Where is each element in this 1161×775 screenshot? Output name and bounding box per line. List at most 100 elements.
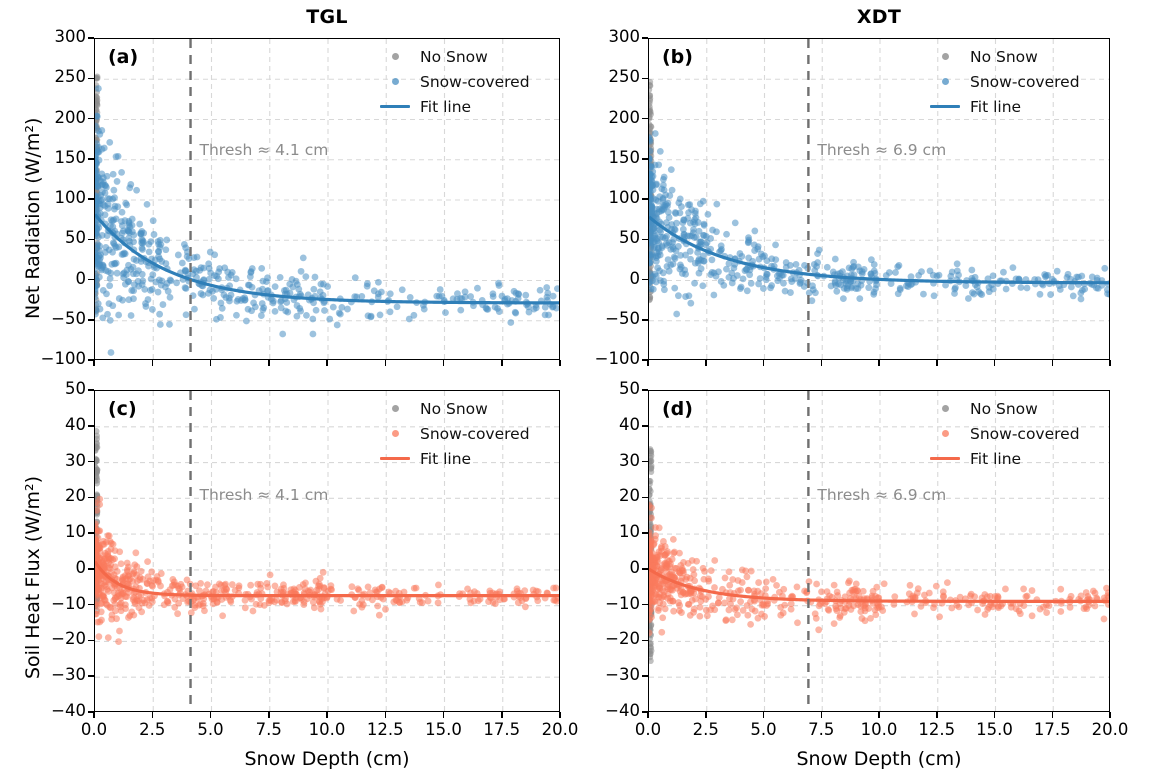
legend-marker-dot [391, 405, 399, 412]
legend-item-fit-line-b[interactable]: Fit line [924, 94, 1080, 119]
y-tick-mark [642, 238, 648, 240]
threshold-annotation-a: Thresh ≈ 4.1 cm [199, 141, 329, 159]
plot-area-d [648, 390, 1110, 712]
x-tick-mark [705, 712, 707, 718]
y-tick-label: 0 [75, 268, 87, 288]
y-tick-label: 30 [619, 450, 640, 470]
x-tick-label: 7.5 [808, 720, 835, 739]
legend-item-no-snow-b[interactable]: No Snow [924, 44, 1080, 69]
plot-area-b [648, 38, 1110, 360]
legend-c: No Snow Snow-covered Fit line [374, 396, 530, 471]
x-tick-mark [559, 360, 561, 366]
legend-label: Snow-covered [420, 72, 530, 91]
y-tick-label: 10 [65, 522, 86, 542]
y-tick-label: 100 [608, 188, 641, 207]
y-tick-label: 250 [608, 67, 641, 87]
legend-marker-line [380, 457, 410, 460]
y-tick-mark [642, 460, 648, 463]
x-axis-label-left: Snow Depth (cm) [244, 748, 410, 770]
threshold-annotation-d: Thresh ≈ 6.9 cm [817, 486, 947, 504]
legend-key-dot [374, 53, 416, 60]
x-tick-label: 20.0 [1091, 720, 1129, 739]
legend-item-snow-covered-d[interactable]: Snow-covered [924, 421, 1080, 446]
x-tick-mark [559, 712, 561, 718]
panel-label-b: (b) [662, 46, 693, 68]
y-tick-mark [642, 711, 648, 713]
x-tick-label: 5.0 [750, 720, 777, 739]
x-tick-label: 20.0 [541, 720, 579, 739]
y-tick-label: −50 [605, 308, 640, 328]
x-tick-mark [1051, 712, 1053, 718]
y-tick-label: 50 [65, 379, 86, 398]
x-tick-label: 10.0 [308, 720, 346, 739]
legend-item-fit-line-c[interactable]: Fit line [374, 446, 530, 471]
x-tick-mark [820, 360, 822, 366]
y-tick-label: 20 [619, 486, 640, 506]
y-tick-mark [642, 359, 648, 361]
y-tick-mark [642, 198, 648, 200]
legend-item-snow-covered-a[interactable]: Snow-covered [374, 69, 530, 94]
x-tick-label: 15.0 [976, 720, 1013, 739]
y-tick-label: 150 [608, 147, 641, 167]
y-tick-label: −100 [594, 349, 640, 368]
legend-marker-dot [941, 53, 949, 60]
x-tick-mark [326, 712, 328, 718]
plot-area-a [94, 38, 560, 360]
y-tick-label: −50 [51, 308, 86, 328]
y-tick-label: 20 [65, 486, 86, 506]
legend-marker-line [930, 457, 960, 460]
y-tick-label: 0 [629, 268, 641, 288]
x-tick-mark [268, 360, 270, 366]
y-tick-label: 0 [629, 557, 641, 577]
threshold-annotation-c: Thresh ≈ 4.1 cm [199, 486, 329, 504]
y-tick-label: 100 [54, 188, 87, 207]
legend-a: No Snow Snow-covered Fit line [374, 44, 530, 119]
y-tick-mark [642, 158, 648, 160]
y-axis-label-c: Soil Heat Flux (W/m²) [22, 475, 44, 679]
legend-item-no-snow-c[interactable]: No Snow [374, 396, 530, 421]
y-tick-mark [642, 568, 648, 570]
y-tick-label: 300 [608, 27, 641, 46]
y-tick-label: −20 [605, 629, 640, 649]
y-tick-mark [642, 675, 648, 677]
legend-key-dot [924, 53, 966, 60]
legend-key-line [924, 105, 966, 108]
y-tick-mark [642, 425, 648, 427]
legend-item-no-snow-d[interactable]: No Snow [924, 396, 1080, 421]
legend-b: No Snow Snow-covered Fit line [924, 44, 1080, 119]
y-tick-mark [88, 117, 94, 120]
x-axis-label-right: Snow Depth (cm) [796, 748, 962, 770]
y-tick-label: 200 [54, 107, 87, 127]
legend-label: Fit line [420, 449, 472, 468]
y-tick-label: −30 [605, 665, 640, 685]
y-tick-label: 200 [608, 107, 641, 127]
x-tick-mark [209, 360, 212, 366]
y-tick-label: −10 [51, 593, 86, 613]
y-tick-mark [642, 496, 648, 499]
x-tick-mark [820, 712, 822, 718]
panel-label-d: (d) [662, 398, 693, 420]
legend-marker-dot [391, 430, 399, 437]
y-tick-mark [88, 639, 94, 642]
y-tick-label: 30 [65, 450, 86, 470]
y-tick-label: −100 [40, 349, 86, 368]
plot-canvas-d [649, 391, 1109, 711]
y-tick-label: 10 [619, 522, 640, 542]
gridlines-a [95, 39, 559, 359]
legend-item-no-snow-a[interactable]: No Snow [374, 44, 530, 69]
threshold-annotation-b: Thresh ≈ 6.9 cm [817, 141, 947, 159]
legend-item-snow-covered-b[interactable]: Snow-covered [924, 69, 1080, 94]
x-tick-mark [647, 712, 649, 718]
legend-key-line [924, 457, 966, 460]
y-tick-mark [88, 496, 94, 499]
x-tick-mark [326, 360, 328, 366]
legend-item-fit-line-d[interactable]: Fit line [924, 446, 1080, 471]
y-tick-label: −30 [51, 665, 86, 685]
fit-line-b [649, 215, 1109, 285]
legend-marker-dot [941, 430, 949, 437]
x-tick-label: 17.5 [483, 720, 521, 739]
legend-item-snow-covered-c[interactable]: Snow-covered [374, 421, 530, 446]
legend-item-fit-line-a[interactable]: Fit line [374, 94, 530, 119]
y-tick-mark [642, 77, 648, 79]
